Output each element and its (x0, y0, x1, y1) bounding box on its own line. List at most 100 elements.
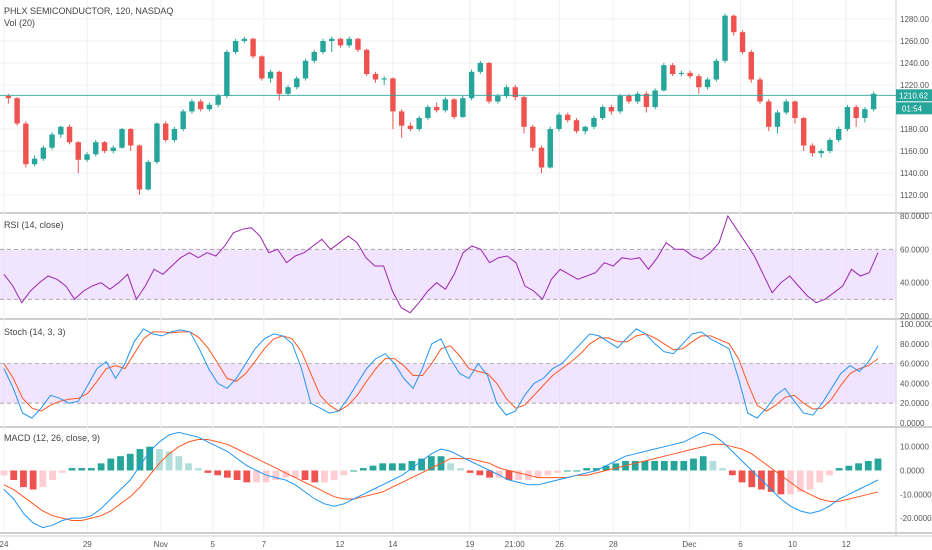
candle-body[interactable] (232, 41, 239, 52)
candle-body[interactable] (93, 142, 99, 155)
candle-body[interactable] (486, 63, 492, 102)
candle-body[interactable] (591, 118, 597, 127)
candle-body[interactable] (329, 38, 335, 41)
candle-body[interactable] (538, 147, 545, 168)
candle-body[interactable] (372, 74, 379, 80)
candle-body[interactable] (49, 134, 55, 148)
candle-body[interactable] (31, 158, 38, 165)
candle-body[interactable] (425, 107, 431, 118)
candle-body[interactable] (294, 78, 300, 88)
candle-body[interactable] (626, 96, 632, 102)
candle-body[interactable] (276, 71, 283, 94)
candle-body[interactable] (66, 126, 73, 143)
candle-body[interactable] (661, 65, 667, 91)
candle-body[interactable] (608, 107, 615, 112)
candle-body[interactable] (739, 32, 746, 52)
candle-body[interactable] (75, 142, 81, 160)
candle-body[interactable] (110, 147, 116, 151)
candle-body[interactable] (801, 118, 807, 146)
candle-body[interactable] (390, 78, 396, 112)
candle-body[interactable] (267, 71, 274, 79)
candle-body[interactable] (5, 96, 12, 99)
candle-body[interactable] (582, 126, 588, 132)
candle-body[interactable] (355, 38, 361, 50)
candle-body[interactable] (521, 97, 527, 127)
candle-body[interactable] (818, 151, 824, 154)
candle-body[interactable] (101, 142, 108, 151)
stoch-d-line[interactable] (3, 331, 879, 412)
candle-body[interactable] (136, 145, 143, 190)
candle-body[interactable] (285, 87, 291, 94)
candle-body[interactable] (40, 147, 47, 159)
candle-body[interactable] (302, 60, 309, 79)
candle-body[interactable] (145, 162, 151, 190)
candle-body[interactable] (180, 111, 186, 129)
candle-body[interactable] (442, 99, 449, 111)
candle-body[interactable] (407, 125, 414, 129)
candle-body[interactable] (704, 79, 711, 88)
candle-body[interactable] (687, 72, 693, 77)
candle-body[interactable] (827, 140, 833, 151)
candle-body[interactable] (311, 52, 317, 61)
candle-body[interactable] (748, 52, 754, 80)
candle-body[interactable] (556, 114, 562, 129)
candle-body[interactable] (634, 93, 641, 102)
candle-body[interactable] (766, 101, 772, 127)
candle-body[interactable] (346, 38, 352, 46)
candle-body[interactable] (128, 129, 134, 146)
candle-body[interactable] (870, 93, 877, 110)
candle-body[interactable] (652, 90, 658, 108)
candle-body[interactable] (599, 107, 606, 118)
candle-body[interactable] (757, 79, 763, 102)
candle-body[interactable] (774, 112, 781, 127)
candle-body[interactable] (416, 118, 422, 129)
candle-body[interactable] (451, 99, 457, 117)
candle-body[interactable] (154, 123, 160, 163)
candle-body[interactable] (468, 71, 475, 99)
candle-body[interactable] (835, 129, 842, 140)
candle-body[interactable] (696, 76, 702, 88)
candle-body[interactable] (565, 114, 571, 121)
candle-body[interactable] (853, 107, 859, 118)
candle-body[interactable] (722, 15, 728, 61)
candle-body[interactable] (844, 107, 851, 129)
candle-body[interactable] (503, 87, 510, 96)
candle-body[interactable] (162, 123, 169, 141)
candle-body[interactable] (530, 126, 536, 148)
candle-body[interactable] (58, 126, 64, 135)
candle-body[interactable] (320, 41, 326, 52)
candle-body[interactable] (241, 38, 248, 41)
candle-body[interactable] (337, 38, 344, 46)
rsi-line[interactable] (3, 214, 879, 314)
candle-body[interactable] (364, 49, 370, 74)
candle-body[interactable] (224, 52, 230, 96)
rsi-pane[interactable] (0, 214, 896, 314)
candle-body[interactable] (809, 145, 816, 154)
candle-body[interactable] (259, 56, 265, 79)
candle-body[interactable] (250, 38, 256, 57)
candle-body[interactable] (643, 93, 650, 107)
candle-body[interactable] (573, 120, 580, 132)
candle-body[interactable] (215, 96, 221, 105)
candle-body[interactable] (713, 60, 720, 80)
macd-pane[interactable] (0, 431, 882, 529)
stoch-pane[interactable] (0, 328, 896, 419)
candle-body[interactable] (678, 72, 685, 74)
candle-body[interactable] (23, 123, 29, 165)
candle-body[interactable] (197, 101, 204, 110)
candle-body[interactable] (398, 111, 405, 126)
candle-body[interactable] (206, 104, 213, 110)
macd-line[interactable] (3, 431, 879, 529)
candle-body[interactable] (731, 15, 737, 33)
candle-body[interactable] (460, 98, 466, 117)
candle-body[interactable] (512, 87, 518, 98)
candle-body[interactable] (119, 129, 125, 148)
candle-body[interactable] (547, 129, 553, 168)
candle-body[interactable] (14, 98, 20, 124)
candle-body[interactable] (792, 101, 798, 119)
candle-body[interactable] (433, 107, 440, 111)
stoch-k-line[interactable] (3, 328, 879, 419)
price-pane[interactable] (0, 13, 896, 196)
candle-body[interactable] (381, 78, 387, 80)
